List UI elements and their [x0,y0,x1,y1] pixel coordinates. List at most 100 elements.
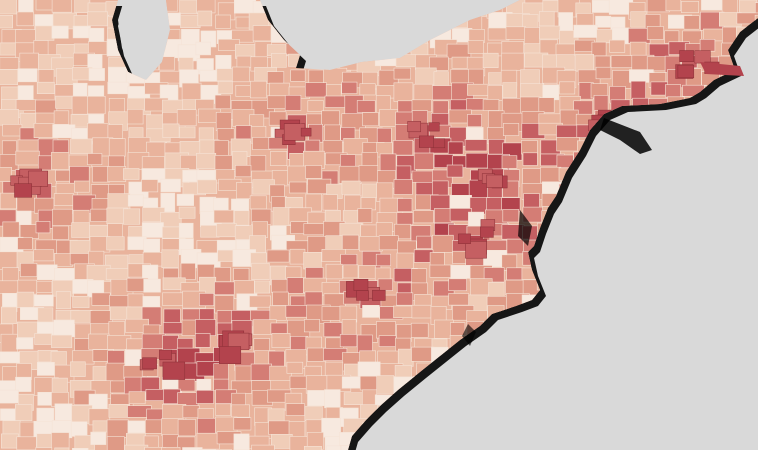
county-tile [106,236,125,251]
county-tile [127,109,144,125]
county-tile [36,81,55,94]
county-tile [665,0,682,12]
hotspot-tile [677,64,695,79]
hotspot-tile [428,122,440,132]
county-tile [213,209,235,224]
county-tile [556,137,580,152]
county-tile [71,95,90,115]
county-tile [322,140,343,154]
county-tile [105,362,126,382]
county-tile [36,433,53,448]
county-tile [70,138,93,155]
county-tile [520,83,545,99]
county-tile [34,25,55,41]
county-tile [396,212,414,226]
county-tile [235,85,252,97]
county-tile [393,305,414,318]
county-tile [72,295,90,308]
county-tile [0,306,17,325]
county-tile [106,436,125,450]
county-tile [105,268,130,281]
county-tile [236,182,253,199]
county-tile [0,251,20,270]
county-tile [359,83,376,96]
county-tile [393,179,413,195]
county-tile [177,419,196,437]
county-tile [0,389,19,404]
county-tile [180,262,196,280]
county-tile [433,71,449,87]
county-tile [51,0,72,13]
county-tile [213,140,229,158]
county-tile [285,403,305,416]
county-tile [377,350,399,366]
county-tile [446,43,472,60]
county-tile [396,252,414,270]
county-tile [17,68,38,83]
county-tile [341,81,358,94]
county-tile [429,56,449,71]
county-tile [340,445,356,450]
county-tile [182,405,200,419]
county-tile [15,376,32,392]
county-tile [591,41,607,57]
county-tile [15,150,40,166]
county-tile [0,192,17,210]
hotspot-tile [356,290,369,301]
county-tile [303,223,325,236]
county-tile [196,389,214,404]
county-tile [236,55,252,68]
county-tile [270,322,288,335]
county-tile [213,267,231,282]
hotspot-tile [433,138,446,149]
county-tile [272,291,289,306]
county-tile [15,99,37,111]
hotspot-tile [458,233,471,244]
county-tile [232,66,250,83]
county-tile [2,124,23,137]
county-tile [303,319,320,333]
county-tile [233,417,252,431]
county-tile [467,114,482,128]
county-tile [505,26,527,40]
county-tile [108,98,125,113]
county-tile [176,109,197,127]
county-tile [397,198,413,212]
county-tile [467,40,484,54]
county-tile [128,391,146,405]
county-tile [268,420,290,435]
county-tile [36,280,53,293]
county-tile [343,392,363,406]
county-tile [595,15,612,28]
county-tile [410,322,429,338]
county-tile [539,25,561,40]
county-tile [289,181,307,194]
county-tile [53,319,75,338]
county-tile [254,280,271,294]
county-tile [249,195,267,210]
county-tile [177,378,196,392]
county-tile [252,25,273,42]
county-tile [214,295,235,314]
county-tile [502,209,520,223]
county-tile [54,447,70,450]
county-tile [555,43,576,56]
county-tile [16,337,34,350]
county-tile [108,138,126,157]
county-tile [270,151,288,166]
county-tile [51,432,70,450]
county-tile [107,350,125,366]
county-tile [325,263,343,280]
county-tile [558,12,574,32]
county-tile [305,193,322,212]
county-tile [392,140,414,156]
county-tile [487,85,503,101]
county-tile [446,164,464,178]
county-tile [231,404,250,418]
county-tile [540,166,562,184]
county-tile [630,80,646,100]
county-tile [33,249,55,262]
hotspot-tile [14,183,32,198]
county-tile [161,249,179,269]
county-tile [52,139,69,154]
